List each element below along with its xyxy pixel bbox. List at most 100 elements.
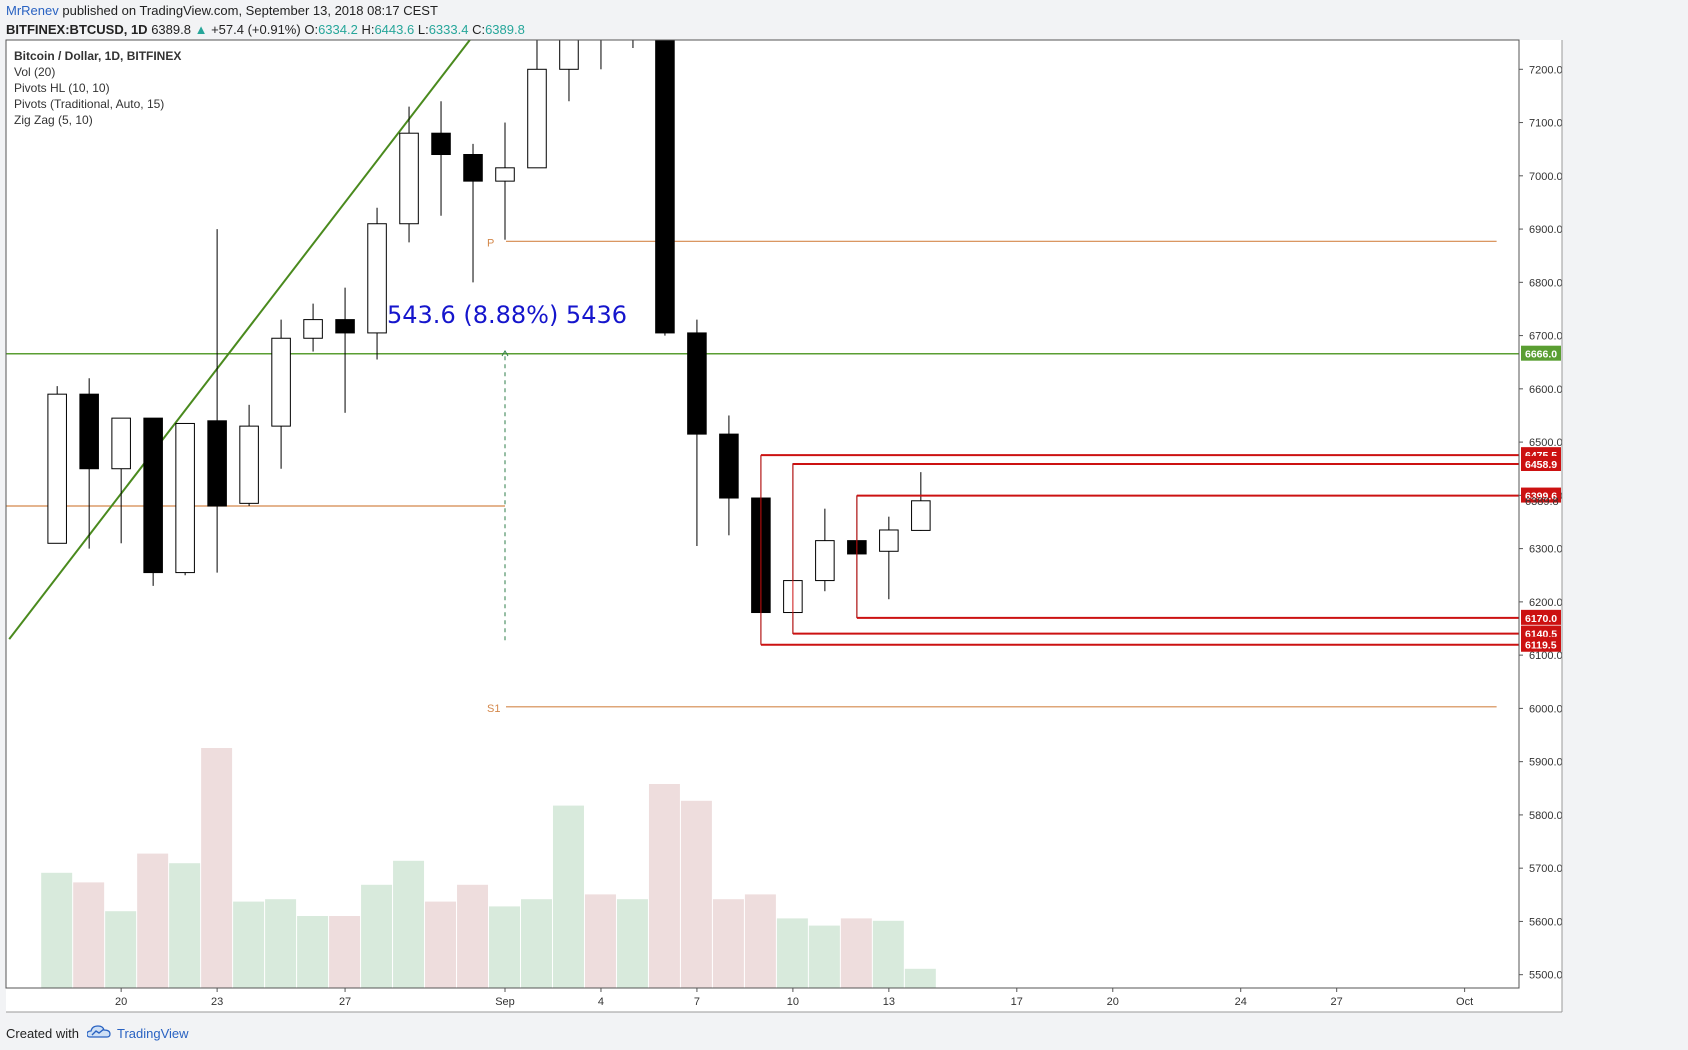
legend-indicator: Zig Zag (5, 10)	[14, 113, 93, 127]
volume-bar	[872, 920, 904, 988]
candle-body[interactable]	[111, 417, 131, 470]
pivot-label: S1	[487, 703, 500, 715]
pivot-hl-badge: 6170.0	[1525, 613, 1557, 625]
candle-body[interactable]	[655, 16, 675, 334]
x-tick-label: Oct	[1456, 996, 1473, 1008]
candle-body[interactable]	[463, 154, 483, 182]
symbol-name: BITFINEX:BTCUSD, 1D	[6, 22, 148, 37]
y-tick-label: 6500.0	[1529, 437, 1563, 449]
volume-bar	[233, 901, 265, 988]
y-tick-label: 5900.0	[1529, 757, 1563, 769]
time-axis[interactable]	[6, 988, 1562, 1012]
y-tick-label: 7200.0	[1529, 64, 1563, 76]
high-value: 6443.6	[374, 22, 415, 37]
price-chart[interactable]: P S1 543.6 (8.88%) 5436 Bitcoin / Dollar, 1…	[0, 0, 1688, 1020]
pivot-hl-badge-bg	[1521, 636, 1561, 652]
x-tick-label: Sep	[495, 996, 515, 1008]
candle-body[interactable]	[79, 393, 99, 470]
candle-body[interactable]	[495, 167, 515, 182]
publish-info: MrRenev published on TradingView.com, Se…	[6, 3, 438, 19]
volume-bar	[744, 894, 776, 988]
candle-body[interactable]	[815, 540, 835, 582]
candle-body[interactable]	[719, 433, 739, 499]
candle-body[interactable]	[431, 132, 451, 156]
low-label: L:	[417, 22, 429, 37]
candle-body[interactable]	[911, 500, 931, 531]
candle-body[interactable]	[879, 529, 899, 552]
pivot-hl-badge: 6119.5	[1525, 640, 1557, 652]
volume-bar	[776, 918, 808, 988]
volume-bar	[904, 968, 936, 988]
tradingview-brand[interactable]: TradingView	[116, 1025, 189, 1041]
x-tick-label: 20	[1107, 996, 1119, 1008]
volume-bar	[648, 784, 680, 988]
y-tick-label: 5700.0	[1529, 863, 1563, 875]
measure-arrow-icon	[501, 350, 509, 357]
trend-line[interactable]	[8, 40, 471, 640]
close-label: C:	[472, 22, 486, 37]
candle-body[interactable]	[47, 393, 67, 544]
up-arrow-icon: ▲	[194, 22, 208, 37]
y-tick-label: 6100.0	[1529, 650, 1563, 662]
x-tick-label: 27	[1331, 996, 1343, 1008]
volume-bar	[712, 899, 744, 988]
candle-body[interactable]	[687, 332, 707, 435]
close-value: 6389.8	[485, 22, 525, 37]
volume-bar	[840, 918, 872, 988]
y-tick-label: 5600.0	[1529, 916, 1563, 928]
tradingview-cloud-icon	[86, 1024, 111, 1042]
author-link[interactable]: MrRenev	[6, 3, 59, 18]
legend-indicator: Vol (20)	[14, 65, 55, 79]
y-tick-label: 7100.0	[1529, 118, 1563, 130]
volume-bar	[297, 916, 329, 988]
candle-body[interactable]	[303, 319, 323, 339]
volume-bar	[201, 748, 233, 988]
volume-bar	[393, 860, 425, 988]
x-tick-label: 10	[787, 996, 799, 1008]
candle-body[interactable]	[239, 425, 259, 504]
y-tick-label: 6200.0	[1529, 597, 1563, 609]
footer: Created with TradingView	[6, 1024, 189, 1042]
volume-bar	[616, 899, 648, 988]
open-value: 6334.2	[318, 22, 358, 37]
pivot-hl-badge-bg	[1521, 487, 1561, 503]
candle-body[interactable]	[271, 337, 291, 427]
plot-border	[5, 39, 1520, 989]
publish-text: published on TradingView.com, September …	[58, 3, 438, 18]
x-tick-label: 24	[1235, 996, 1247, 1008]
candle-body[interactable]	[624, 0, 643, 16]
pivot-hl-badge: 6399.6	[1525, 491, 1557, 503]
legend-indicator: Pivots HL (10, 10)	[14, 81, 110, 95]
x-tick-label: 17	[1011, 996, 1023, 1008]
y-tick-label: 7000.0	[1529, 171, 1563, 183]
open-label: O:	[304, 22, 319, 37]
symbol-info: BITFINEX:BTCUSD, 1D 6389.8 ▲ +57.4 (+0.9…	[6, 22, 525, 38]
pivot-hl-badge-bg	[1521, 609, 1561, 625]
candle-body[interactable]	[559, 0, 579, 70]
y-tick-label: 6300.0	[1529, 544, 1563, 556]
candle-body[interactable]	[335, 319, 355, 334]
plot-layer: P S1 543.6 (8.88%) 5436	[6, 0, 1519, 988]
volume-bar	[808, 925, 840, 988]
legend-indicator: Pivots (Traditional, Auto, 15)	[14, 97, 164, 111]
volume-bar	[137, 853, 169, 988]
y-tick-label: 6700.0	[1529, 331, 1563, 343]
volume-bar	[73, 882, 105, 988]
price-axis[interactable]	[1519, 40, 1562, 988]
support-price-badge-bg	[1521, 345, 1561, 361]
candle-body[interactable]	[143, 417, 163, 574]
candle-body[interactable]	[527, 68, 547, 169]
candle-body[interactable]	[207, 420, 227, 507]
candle-body[interactable]	[367, 223, 387, 334]
candle-body[interactable]	[399, 132, 419, 225]
y-tick-label: 6600.0	[1529, 384, 1563, 396]
pivot-hl-badge: 6458.9	[1525, 459, 1557, 471]
y-tick-label: 6000.0	[1529, 703, 1563, 715]
support-price-badge: 6666.0	[1525, 349, 1557, 361]
x-tick-label: 4	[598, 996, 604, 1008]
volume-bar	[361, 884, 393, 988]
high-label: H:	[361, 22, 375, 37]
volume-bar	[425, 901, 457, 988]
candle-body[interactable]	[175, 422, 195, 574]
pivot-hl-badge-bg	[1521, 455, 1561, 471]
